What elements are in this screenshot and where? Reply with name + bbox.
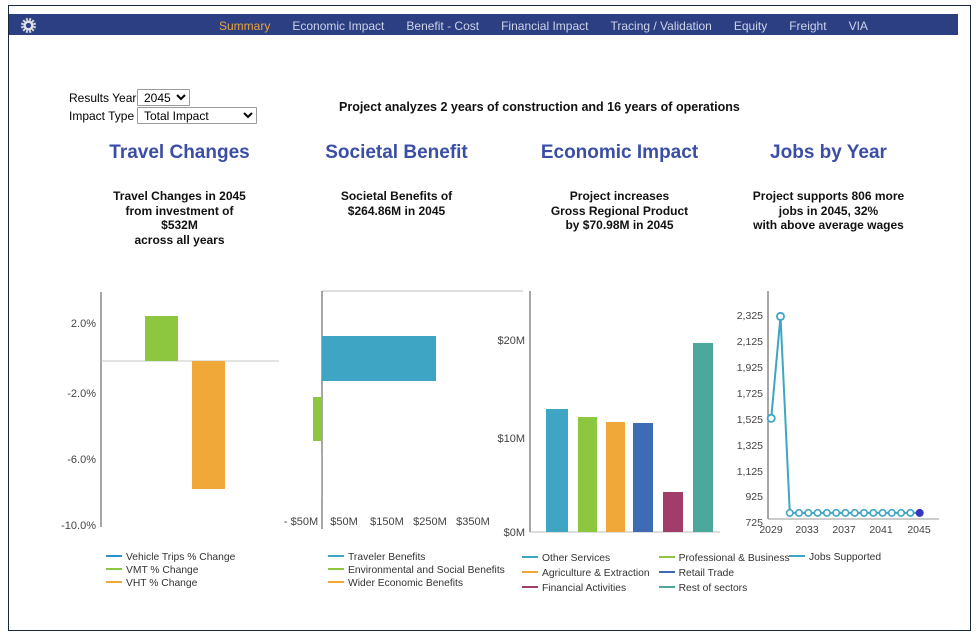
svg-text:2,325: 2,325 [737, 310, 763, 322]
svg-text:2,125: 2,125 [737, 336, 763, 348]
svg-text:$150M: $150M [370, 516, 404, 528]
svg-text:1,525: 1,525 [737, 414, 763, 426]
svg-text:-2.0%: -2.0% [67, 388, 96, 400]
svg-text:$0M: $0M [504, 527, 525, 539]
svg-text:2037: 2037 [832, 524, 856, 536]
svg-text:-10.0%: -10.0% [61, 520, 96, 532]
svg-text:$50M: $50M [330, 516, 358, 528]
svg-text:$350M: $350M [456, 516, 490, 528]
svg-text:2.0%: 2.0% [71, 318, 96, 330]
svg-text:2029: 2029 [759, 524, 783, 536]
svg-text:-6.0%: -6.0% [67, 454, 96, 466]
svg-text:$10M: $10M [497, 433, 525, 445]
svg-text:1,725: 1,725 [737, 388, 763, 400]
svg-text:$250M: $250M [413, 516, 447, 528]
svg-text:- $50M: - $50M [284, 516, 318, 528]
svg-text:1,125: 1,125 [737, 466, 763, 478]
svg-text:925: 925 [745, 491, 763, 503]
svg-text:2041: 2041 [869, 524, 893, 536]
svg-text:2045: 2045 [907, 524, 931, 536]
svg-text:2033: 2033 [795, 524, 819, 536]
svg-text:1,925: 1,925 [737, 362, 763, 374]
svg-text:1,325: 1,325 [737, 440, 763, 452]
svg-text:$20M: $20M [497, 335, 525, 347]
